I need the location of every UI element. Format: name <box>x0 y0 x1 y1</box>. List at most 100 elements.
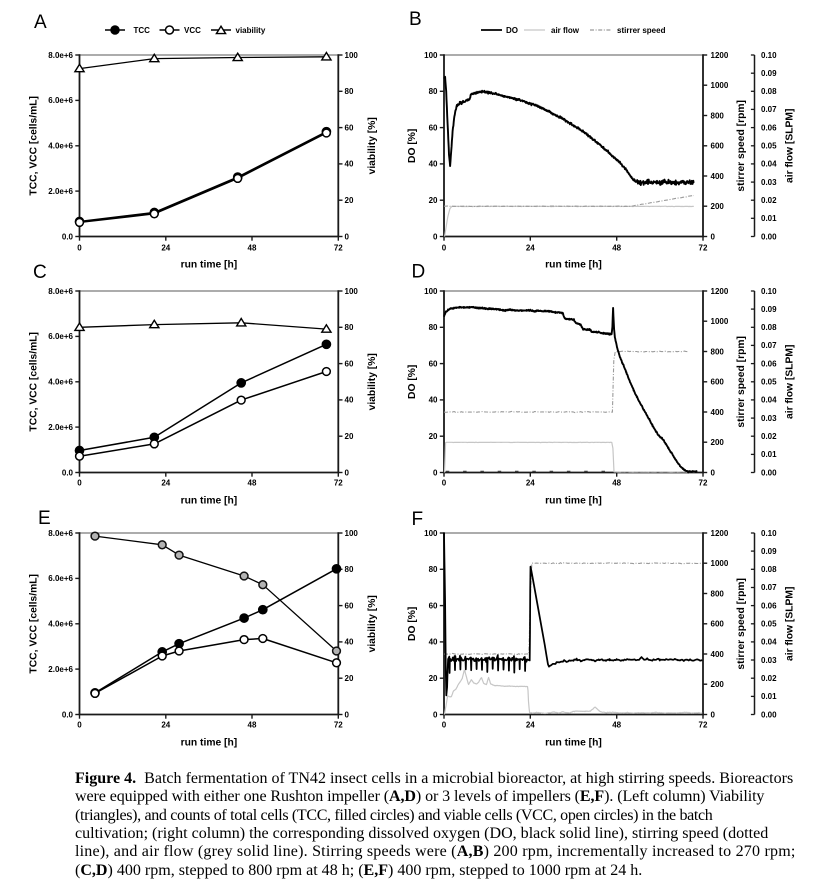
svg-text:72: 72 <box>699 721 708 730</box>
svg-text:72: 72 <box>699 479 708 488</box>
svg-text:0: 0 <box>711 468 716 477</box>
svg-text:40: 40 <box>429 160 438 169</box>
svg-text:24: 24 <box>161 721 170 730</box>
svg-text:0: 0 <box>711 710 716 719</box>
svg-text:0: 0 <box>77 721 82 730</box>
svg-text:0.02: 0.02 <box>761 196 777 205</box>
svg-text:viability [%]: viability [%] <box>367 353 378 410</box>
svg-text:0.03: 0.03 <box>761 656 777 665</box>
svg-text:1000: 1000 <box>711 317 729 326</box>
svg-text:24: 24 <box>526 721 535 730</box>
svg-text:4.0e+6: 4.0e+6 <box>48 620 73 629</box>
svg-text:0.08: 0.08 <box>761 87 777 96</box>
svg-text:100: 100 <box>345 529 359 538</box>
svg-text:0: 0 <box>77 244 82 253</box>
svg-text:40: 40 <box>345 638 354 647</box>
svg-text:0: 0 <box>345 232 350 241</box>
svg-text:60: 60 <box>345 601 354 610</box>
svg-text:48: 48 <box>612 244 621 253</box>
svg-text:40: 40 <box>345 160 354 169</box>
svg-text:1000: 1000 <box>711 81 729 90</box>
svg-text:0: 0 <box>433 710 438 719</box>
svg-text:48: 48 <box>248 721 257 730</box>
svg-text:40: 40 <box>429 396 438 405</box>
svg-text:viability [%]: viability [%] <box>367 117 378 174</box>
svg-text:100: 100 <box>424 287 438 296</box>
svg-text:0.01: 0.01 <box>761 214 777 223</box>
svg-text:60: 60 <box>345 359 354 368</box>
svg-text:stirrer speed: stirrer speed <box>617 26 666 35</box>
svg-text:4.0e+6: 4.0e+6 <box>48 378 73 387</box>
svg-text:0.09: 0.09 <box>761 305 777 314</box>
svg-text:2.0e+6: 2.0e+6 <box>48 187 73 196</box>
svg-text:200: 200 <box>711 680 725 689</box>
svg-text:0.00: 0.00 <box>761 710 777 719</box>
svg-text:B: B <box>409 9 422 30</box>
svg-text:80: 80 <box>429 565 438 574</box>
svg-text:1200: 1200 <box>711 51 729 60</box>
svg-text:0: 0 <box>442 244 447 253</box>
svg-text:0: 0 <box>345 710 350 719</box>
svg-text:0.02: 0.02 <box>761 432 777 441</box>
svg-text:run time [h]: run time [h] <box>181 260 238 271</box>
svg-text:stirrer speed [rpm]: stirrer speed [rpm] <box>736 336 747 428</box>
svg-text:0.10: 0.10 <box>761 51 777 60</box>
svg-text:TCC, VCC [cells/mL]: TCC, VCC [cells/mL] <box>28 96 39 196</box>
svg-text:0.10: 0.10 <box>761 287 777 296</box>
svg-text:20: 20 <box>429 674 438 683</box>
svg-text:48: 48 <box>248 244 257 253</box>
svg-text:run time [h]: run time [h] <box>181 496 238 507</box>
svg-text:24: 24 <box>526 479 535 488</box>
svg-text:0.02: 0.02 <box>761 674 777 683</box>
svg-text:48: 48 <box>248 479 257 488</box>
svg-text:6.0e+6: 6.0e+6 <box>48 96 73 105</box>
svg-text:2.0e+6: 2.0e+6 <box>48 423 73 432</box>
svg-text:stirrer speed [rpm]: stirrer speed [rpm] <box>736 100 747 192</box>
svg-text:80: 80 <box>429 323 438 332</box>
svg-text:4.0e+6: 4.0e+6 <box>48 142 73 151</box>
svg-text:8.0e+6: 8.0e+6 <box>48 287 73 296</box>
svg-text:6.0e+6: 6.0e+6 <box>48 574 73 583</box>
svg-text:80: 80 <box>345 565 354 574</box>
svg-text:24: 24 <box>526 244 535 253</box>
svg-text:A: A <box>34 12 47 33</box>
svg-text:air flow: air flow <box>551 26 580 35</box>
svg-text:24: 24 <box>161 479 170 488</box>
svg-text:72: 72 <box>334 721 343 730</box>
svg-text:8.0e+6: 8.0e+6 <box>48 51 73 60</box>
svg-text:0.06: 0.06 <box>761 123 777 132</box>
svg-text:0.01: 0.01 <box>761 450 777 459</box>
svg-text:run time [h]: run time [h] <box>545 738 602 749</box>
svg-text:air flow [SLPM]: air flow [SLPM] <box>785 345 796 419</box>
svg-text:stirrer speed [rpm]: stirrer speed [rpm] <box>736 578 747 670</box>
svg-text:C: C <box>33 262 47 283</box>
svg-text:TCC, VCC [cells/mL]: TCC, VCC [cells/mL] <box>28 332 39 432</box>
svg-text:60: 60 <box>345 123 354 132</box>
svg-text:0.0: 0.0 <box>62 710 74 719</box>
svg-text:100: 100 <box>345 51 359 60</box>
svg-text:0.04: 0.04 <box>761 160 777 169</box>
svg-text:100: 100 <box>345 287 359 296</box>
svg-text:48: 48 <box>612 721 621 730</box>
svg-text:48: 48 <box>612 479 621 488</box>
svg-text:24: 24 <box>161 244 170 253</box>
svg-text:80: 80 <box>429 87 438 96</box>
svg-text:40: 40 <box>429 638 438 647</box>
svg-text:viability: viability <box>236 26 266 35</box>
svg-text:60: 60 <box>429 123 438 132</box>
svg-text:D: D <box>412 262 426 283</box>
svg-text:0: 0 <box>442 479 447 488</box>
svg-text:0: 0 <box>433 232 438 241</box>
svg-text:800: 800 <box>711 589 725 598</box>
svg-text:200: 200 <box>711 438 725 447</box>
svg-text:run time [h]: run time [h] <box>181 738 238 749</box>
svg-text:60: 60 <box>429 359 438 368</box>
svg-text:0.08: 0.08 <box>761 323 777 332</box>
svg-text:600: 600 <box>711 142 725 151</box>
svg-text:0.06: 0.06 <box>761 359 777 368</box>
svg-text:0.06: 0.06 <box>761 601 777 610</box>
svg-text:DO [%]: DO [%] <box>407 607 418 641</box>
svg-text:TCC: TCC <box>134 26 151 35</box>
svg-text:0.04: 0.04 <box>761 396 777 405</box>
svg-text:F: F <box>412 509 424 530</box>
